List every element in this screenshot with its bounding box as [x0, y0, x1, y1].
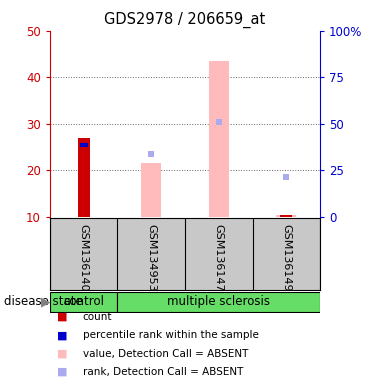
Bar	[50, 291, 118, 312]
Bar	[276, 215, 296, 217]
Text: GSM136147: GSM136147	[214, 223, 224, 291]
Text: ■: ■	[57, 349, 68, 359]
Text: rank, Detection Call = ABSENT: rank, Detection Call = ABSENT	[83, 367, 243, 377]
Text: disease state: disease state	[4, 295, 83, 308]
Text: ■: ■	[57, 312, 68, 322]
Text: GSM134953: GSM134953	[146, 223, 156, 291]
Bar	[118, 291, 320, 312]
Text: percentile rank within the sample: percentile rank within the sample	[83, 330, 258, 340]
Text: multiple sclerosis: multiple sclerosis	[167, 295, 270, 308]
Bar	[141, 164, 161, 217]
Text: value, Detection Call = ABSENT: value, Detection Call = ABSENT	[83, 349, 248, 359]
Title: GDS2978 / 206659_at: GDS2978 / 206659_at	[104, 12, 266, 28]
Bar	[80, 143, 88, 147]
Bar	[209, 61, 229, 217]
Bar	[280, 215, 292, 217]
Text: GSM136140: GSM136140	[79, 223, 89, 291]
Text: ■: ■	[57, 367, 68, 377]
Text: GSM136149: GSM136149	[281, 223, 291, 291]
Text: count: count	[83, 312, 112, 322]
Bar	[78, 138, 90, 217]
Text: control: control	[63, 295, 104, 308]
Text: ▶: ▶	[41, 295, 51, 308]
Text: ■: ■	[57, 330, 68, 340]
